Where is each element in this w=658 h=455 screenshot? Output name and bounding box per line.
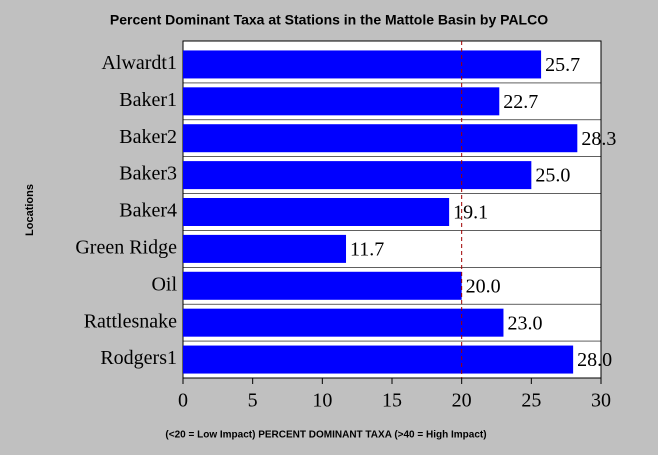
- x-tick-label: 15: [382, 390, 402, 412]
- y-axis-title: Locations: [24, 184, 36, 236]
- value-label: 28.0: [577, 349, 612, 371]
- bar: [183, 124, 578, 153]
- bar: [183, 198, 450, 226]
- bar: [183, 308, 504, 337]
- x-axis-title: (<20 = Low Impact) PERCENT DOMINANT TAXA…: [165, 430, 486, 441]
- x-tick-label: 25: [521, 390, 541, 412]
- value-label: 23.0: [507, 312, 542, 334]
- y-tick-label: Rodgers1: [100, 347, 177, 369]
- y-tick-label: Rattlesnake: [84, 310, 177, 332]
- value-label: 22.7: [503, 91, 538, 113]
- y-tick-label: Oil: [151, 273, 177, 295]
- bar: [183, 271, 462, 300]
- x-tick-label: 30: [591, 390, 611, 412]
- bar: [183, 345, 574, 374]
- bar: [183, 50, 542, 79]
- x-tick-label: 10: [312, 390, 332, 412]
- x-tick-label: 5: [248, 390, 258, 412]
- y-tick-label: Green Ridge: [75, 236, 177, 258]
- y-tick-label: Alwardt1: [101, 52, 177, 74]
- chart-title: Percent Dominant Taxa at Stations in the…: [110, 12, 548, 28]
- x-tick-label: 20: [452, 390, 472, 412]
- y-tick-label: Baker4: [119, 200, 177, 222]
- value-label: 25.7: [545, 54, 580, 76]
- bar: [183, 161, 532, 190]
- value-label: 28.3: [581, 128, 616, 150]
- bar: [183, 234, 347, 263]
- value-label: 25.0: [535, 165, 570, 187]
- value-label: 20.0: [466, 275, 501, 297]
- value-label: 19.1: [453, 202, 488, 224]
- y-tick-label: Baker1: [119, 89, 177, 111]
- value-label: 11.7: [350, 238, 384, 260]
- y-tick-label: Baker3: [119, 163, 177, 185]
- bar: [183, 87, 500, 116]
- y-tick-label: Baker2: [119, 126, 177, 148]
- x-tick-label: 0: [178, 390, 188, 412]
